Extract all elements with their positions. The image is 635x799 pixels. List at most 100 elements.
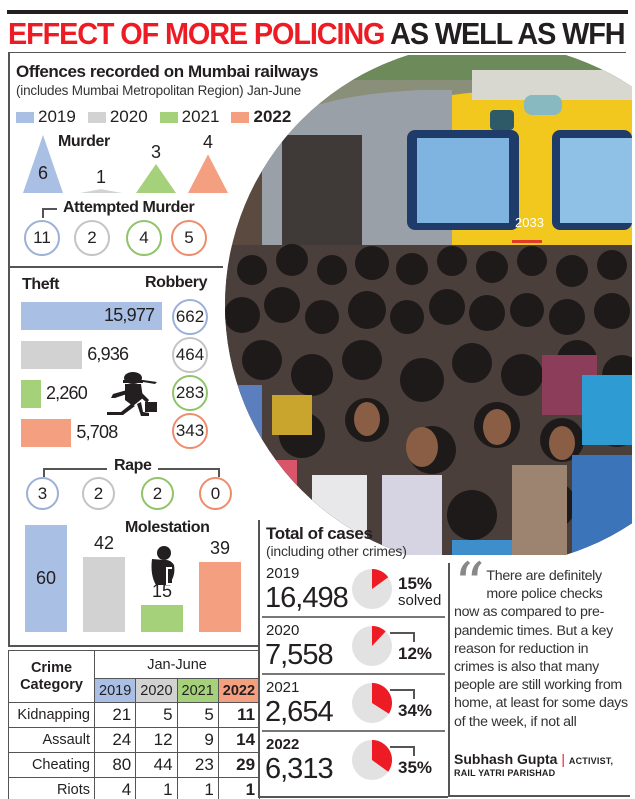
author-role: ACTIVIST, bbox=[568, 756, 614, 766]
molestation-value-2022: 39 bbox=[209, 538, 231, 559]
solved-pie-2021 bbox=[352, 683, 392, 723]
year-header-2020: 2020 bbox=[135, 678, 178, 703]
molestation-title: Molestation bbox=[125, 519, 210, 536]
pie-solved-2022 bbox=[372, 740, 392, 772]
murder-value-2021: 3 bbox=[150, 142, 161, 162]
author-name: Subhash Gupta bbox=[454, 751, 558, 767]
crime-category-header: Crime Category bbox=[8, 650, 95, 703]
table-divider bbox=[8, 645, 260, 647]
row-label: Cheating bbox=[8, 752, 95, 778]
offences-title: Offences recorded on Mumbai railways bbox=[16, 62, 319, 81]
theft-bar-2022 bbox=[21, 419, 72, 447]
robbery-circle-2019: 662 bbox=[172, 299, 208, 335]
solved-label: solved bbox=[398, 592, 442, 609]
thief-icon bbox=[107, 372, 157, 416]
solved-pct-2022: 35% bbox=[398, 758, 433, 777]
jan-june-header: Jan-June bbox=[93, 650, 261, 679]
distressed-person-icon bbox=[151, 546, 175, 585]
murder-triangle-2020 bbox=[80, 189, 122, 193]
solved-pct-2020: 12% bbox=[398, 644, 433, 663]
pie-solved-2020 bbox=[372, 626, 386, 646]
molestation-bar-2022 bbox=[199, 562, 241, 632]
rape-title: Rape bbox=[114, 457, 152, 474]
total-year-2019: 2019 bbox=[266, 565, 300, 582]
row-label: Kidnapping bbox=[8, 702, 95, 728]
attempted-murder-title: Attempted Murder bbox=[63, 199, 195, 216]
rape-circle-2021: 2 bbox=[141, 477, 174, 510]
cell-2019: 21 bbox=[93, 702, 137, 728]
solved-pie-2019 bbox=[352, 569, 392, 609]
total-row-divider bbox=[262, 616, 445, 618]
murder-triangle-2021 bbox=[136, 164, 176, 193]
cell-2022: 1 bbox=[217, 777, 261, 799]
total-count-2022: 6,313 bbox=[265, 753, 334, 785]
theft-bar-2021 bbox=[21, 380, 41, 408]
cell-2022: 11 bbox=[217, 702, 261, 728]
rape-bracket-right bbox=[158, 468, 220, 470]
attempted-murder-circle-2019: 11 bbox=[24, 220, 60, 256]
totals-bottom-border bbox=[258, 796, 448, 798]
frame-top-border bbox=[8, 52, 626, 53]
murder-triangle-2019 bbox=[23, 135, 63, 193]
table-row: Assault 24 12 9 14 bbox=[8, 727, 261, 753]
rape-circle-2019: 3 bbox=[26, 477, 59, 510]
molestation-value-2019: 60 bbox=[35, 567, 57, 588]
legend-swatch-2019 bbox=[16, 111, 34, 123]
pct-leader-tick-2020 bbox=[413, 632, 415, 642]
year-header-2022: 2022 bbox=[217, 678, 261, 703]
robbery-circle-2020: 464 bbox=[172, 337, 208, 373]
total-count-2021: 2,654 bbox=[265, 696, 334, 728]
cell-2019: 80 bbox=[93, 752, 137, 778]
legend-swatch-2021 bbox=[159, 111, 178, 123]
cell-2022: 29 bbox=[217, 752, 261, 778]
theft-value-2022: 5,708 bbox=[76, 422, 118, 442]
pct-leader-2020 bbox=[390, 632, 414, 634]
quote-author: Subhash Gupta | ACTIVIST, bbox=[454, 751, 613, 767]
pct-leader-tick-2021 bbox=[413, 689, 415, 699]
row-label: Assault bbox=[8, 727, 95, 753]
cell-2021: 9 bbox=[176, 727, 219, 753]
attempted-bracket-tick bbox=[42, 208, 44, 218]
quote-box bbox=[448, 563, 630, 797]
totals-left-border bbox=[258, 520, 260, 796]
quote-text: “There are definitely more police checks… bbox=[454, 550, 628, 730]
row-label: Riots bbox=[8, 777, 95, 799]
top-rule bbox=[7, 10, 628, 14]
headline-black: AS WELL AS WFH bbox=[390, 16, 625, 51]
train-light-icon bbox=[490, 110, 514, 130]
totals-title: Total of cases bbox=[266, 524, 373, 543]
pct-leader-2021 bbox=[390, 689, 414, 691]
train-crowd-photo: 2033 bbox=[222, 55, 632, 555]
legend-swatch-2020 bbox=[87, 111, 106, 123]
molestation-bar-2019 bbox=[25, 525, 67, 632]
headline: EFFECT OF MORE POLICING AS WELL AS WFH bbox=[8, 14, 626, 54]
legend-item-2019: 2019 bbox=[16, 107, 76, 127]
cell-2020: 1 bbox=[135, 777, 178, 799]
rape-bracket-left-tick bbox=[43, 468, 45, 477]
table-row: Riots 4 1 1 1 bbox=[8, 777, 261, 799]
solved-pct-2019: 15% bbox=[398, 574, 433, 593]
total-row-divider bbox=[262, 673, 445, 675]
cell-2021: 1 bbox=[176, 777, 219, 799]
legend-item-2022: 2022 bbox=[231, 107, 291, 127]
legend-item-2021: 2021 bbox=[159, 107, 219, 127]
pie-solved-2019 bbox=[372, 569, 389, 589]
molestation-value-2021: 15 bbox=[151, 581, 173, 602]
cell-2019: 24 bbox=[93, 727, 137, 753]
attempted-murder-circle-2021: 4 bbox=[126, 220, 162, 256]
author-separator: | bbox=[561, 751, 565, 767]
molestation-value-2020: 42 bbox=[93, 533, 115, 554]
total-row-divider bbox=[262, 730, 445, 732]
legend-swatch-2022 bbox=[231, 111, 250, 123]
pct-leader-tick-2022 bbox=[413, 746, 415, 756]
theft-bar-2019 bbox=[21, 302, 162, 330]
theft-value-2019: 15,977 bbox=[104, 305, 155, 325]
rape-bracket-right-tick bbox=[218, 468, 220, 477]
cell-2019: 4 bbox=[93, 777, 137, 799]
theft-value-2020: 6,936 bbox=[87, 344, 129, 364]
frame-left-border bbox=[8, 52, 10, 645]
total-count-2020: 7,558 bbox=[265, 639, 334, 671]
cell-2020: 44 bbox=[135, 752, 178, 778]
murder-value-2020: 1 bbox=[95, 167, 106, 188]
totals-subtitle: (including other crimes) bbox=[266, 543, 407, 559]
